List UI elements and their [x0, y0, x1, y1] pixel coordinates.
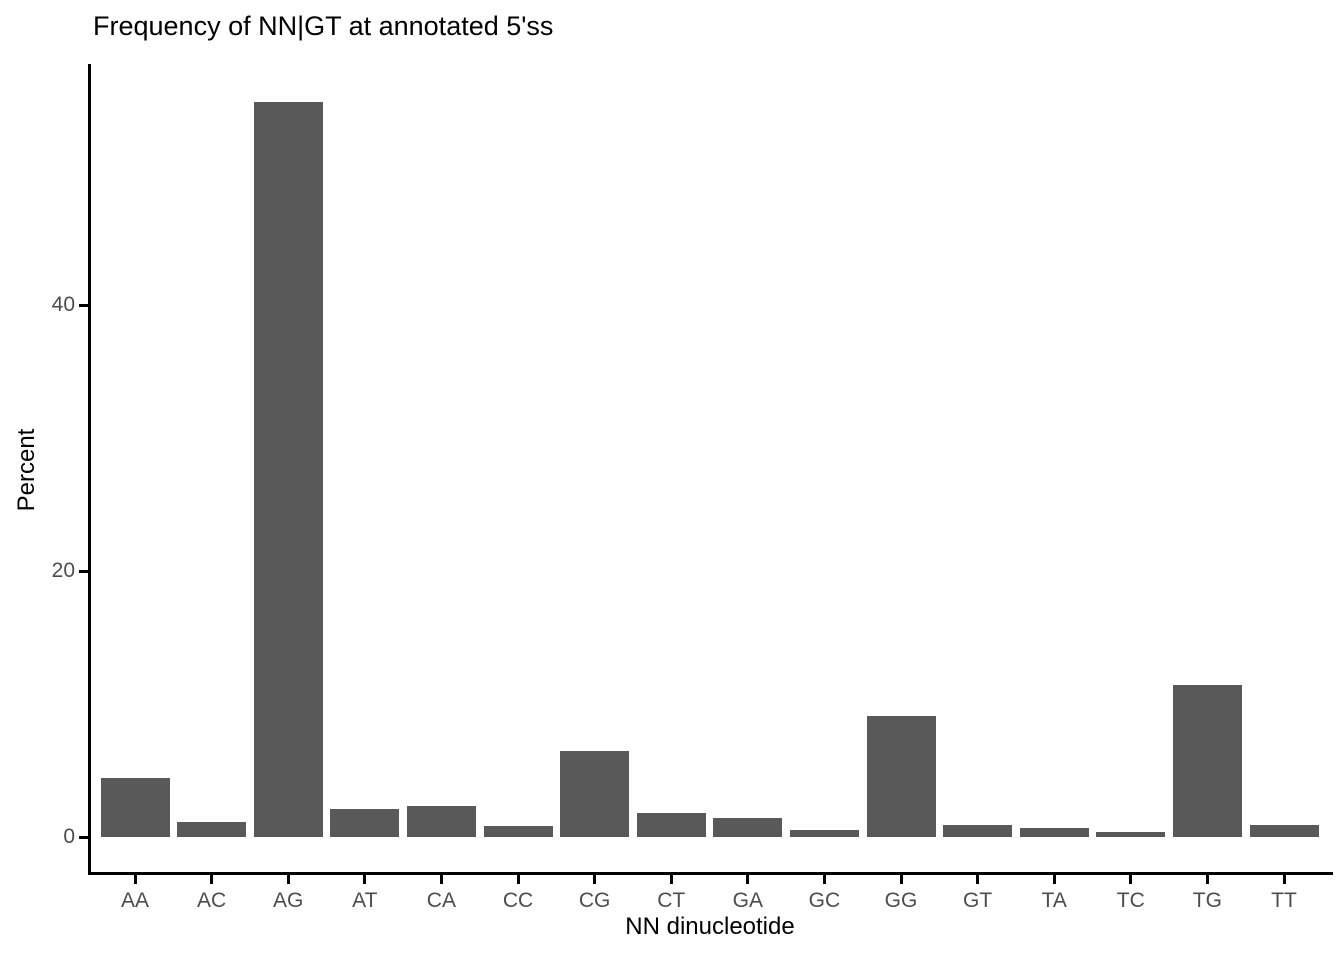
x-tick-mark-TC: [1129, 875, 1133, 884]
bar-CG: [560, 750, 630, 837]
chart-title: Frequency of NN|GT at annotated 5'ss: [93, 11, 554, 41]
x-tick-label-GA: GA: [732, 889, 763, 912]
x-tick-label-AA: AA: [120, 889, 150, 912]
x-tick-mark-GG: [899, 875, 903, 884]
bar-AG: [253, 101, 323, 837]
bar-AT: [330, 809, 400, 837]
bar-TC: [1096, 831, 1166, 837]
bar-AA: [100, 778, 170, 837]
x-tick-mark-AC: [210, 875, 214, 884]
x-tick-mark-TG: [1205, 875, 1209, 884]
bar-TA: [1019, 827, 1089, 837]
x-tick-label-GG: GG: [884, 889, 918, 912]
x-tick-label-TA: TA: [1041, 889, 1067, 912]
x-tick-label-TT: TT: [1271, 889, 1297, 912]
x-tick-mark-TA: [1052, 875, 1056, 884]
x-tick-mark-GC: [822, 875, 826, 884]
x-tick-label-GT: GT: [963, 889, 993, 912]
bar-TT: [1249, 825, 1319, 837]
x-tick-label-TC: TC: [1116, 889, 1145, 912]
x-tick-label-CT: CT: [657, 889, 686, 912]
bar-CC: [483, 826, 553, 837]
x-tick-mark-CA: [439, 875, 443, 884]
x-tick-label-AC: AC: [197, 889, 227, 912]
bar-TG: [1172, 685, 1242, 837]
y-tick-label-40: 40: [51, 293, 75, 316]
x-tick-label-AT: AT: [352, 889, 378, 912]
y-axis-line: [88, 64, 91, 875]
x-tick-label-CC: CC: [502, 889, 534, 912]
x-tick-mark-CT: [669, 875, 673, 884]
x-tick-label-CA: CA: [426, 889, 456, 912]
x-tick-label-AG: AG: [273, 889, 304, 912]
y-tick-mark-0: [79, 835, 88, 839]
x-tick-mark-TT: [1282, 875, 1286, 884]
bar-AC: [177, 822, 247, 837]
bar-GC: [789, 830, 859, 837]
x-axis-line: [88, 872, 1333, 875]
bar-GA: [713, 818, 783, 837]
y-tick-label-0: 0: [63, 825, 75, 848]
x-tick-mark-GT: [976, 875, 980, 884]
bar-GG: [866, 715, 936, 837]
y-tick-mark-40: [79, 303, 88, 307]
bar-CT: [636, 813, 706, 837]
y-tick-mark-20: [79, 569, 88, 573]
x-tick-label-GC: GC: [808, 889, 841, 912]
x-tick-mark-CG: [593, 875, 597, 884]
x-tick-mark-AG: [286, 875, 290, 884]
x-tick-mark-CC: [516, 875, 520, 884]
x-axis-title: NN dinucleotide: [625, 913, 795, 940]
y-axis-title: Percent: [13, 428, 40, 512]
bar-GT: [943, 825, 1013, 837]
x-tick-label-CG: CG: [578, 889, 611, 912]
bar-CA: [406, 806, 476, 837]
y-tick-label-20: 20: [51, 559, 75, 582]
x-tick-mark-AA: [133, 875, 137, 884]
x-tick-mark-GA: [746, 875, 750, 884]
x-tick-mark-AT: [363, 875, 367, 884]
x-tick-label-TG: TG: [1192, 889, 1222, 912]
